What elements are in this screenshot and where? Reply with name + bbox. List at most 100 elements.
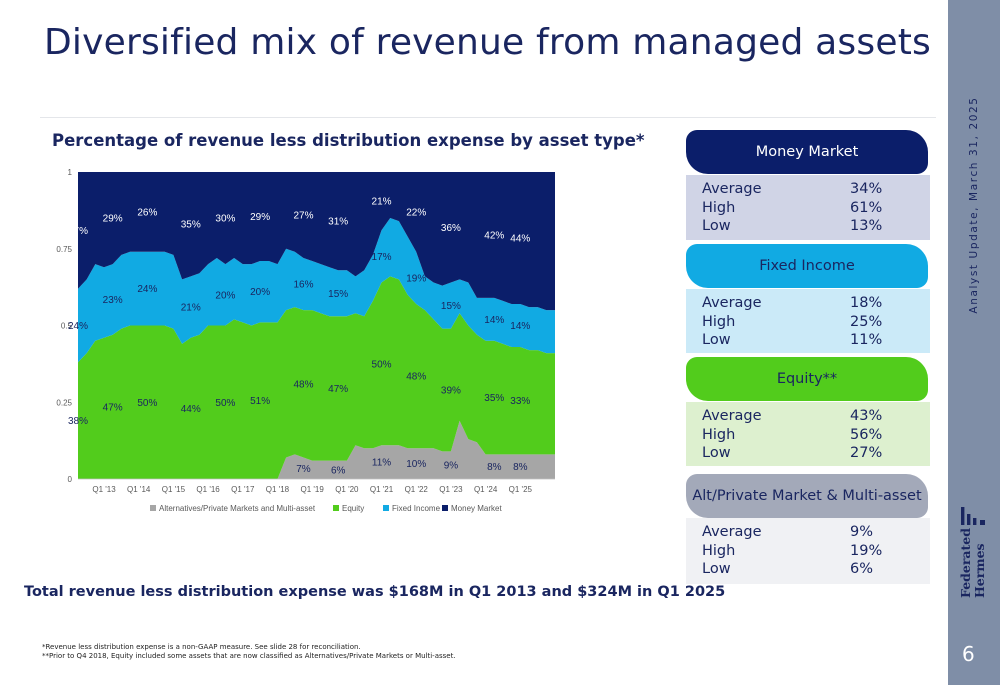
stat-box-fixed-income: Average 18% High 25% Low 11% [686, 289, 930, 353]
stat-row: Low 27% [702, 444, 930, 463]
data-label: 50% [215, 398, 235, 409]
data-label: 24% [68, 321, 88, 332]
x-tick-label: Q1 '18 [266, 485, 290, 494]
stat-value: 19% [850, 542, 883, 559]
stat-label: Low [702, 445, 731, 461]
data-label: 50% [137, 398, 157, 409]
stat-value: 9% [850, 524, 874, 540]
legend-label: Alternatives/Private Markets and Multi-a… [159, 504, 316, 513]
federated-hermes-logo: Federated Hermes [958, 507, 987, 598]
data-label: 37% [68, 226, 88, 237]
data-label: 20% [215, 290, 235, 301]
equity-area [78, 276, 555, 479]
stat-value: 27% [850, 445, 883, 461]
data-label: 8% [513, 462, 528, 473]
logo-text-hermes: Hermes [972, 543, 987, 598]
stat-value: 6% [850, 561, 874, 577]
data-label: 26% [137, 207, 157, 218]
data-label: 24% [137, 284, 157, 295]
data-label: 35% [484, 393, 504, 404]
x-tick-label: Q1 '17 [231, 485, 255, 494]
stat-label: Average [702, 524, 762, 540]
x-tick-label: Q1 '24 [474, 485, 498, 494]
data-label: 20% [250, 287, 270, 298]
data-label: 35% [181, 220, 201, 231]
x-tick-label: Q1 '21 [370, 485, 394, 494]
stat-label: Average [702, 181, 762, 197]
footnote-2: **Prior to Q4 2018, Equity included some… [42, 652, 456, 660]
y-tick-label: 1 [68, 168, 73, 177]
data-label: 6% [331, 465, 346, 476]
legend-label: Fixed Income [392, 504, 441, 513]
stat-tab-money-market: Money Market [686, 130, 928, 174]
footnotes: *Revenue less distribution expense is a … [42, 643, 456, 661]
stat-row: Average 43% [702, 407, 930, 426]
stat-value: 34% [850, 181, 883, 197]
stat-row: High 56% [702, 426, 930, 445]
x-tick-label: Q1 '22 [405, 485, 429, 494]
stat-tab-alternatives: Alt/Private Market & Multi-asset [686, 474, 928, 518]
data-label: 29% [103, 214, 123, 225]
y-tick-label: 0.5 [61, 322, 73, 331]
data-label: 48% [293, 379, 313, 390]
page-number: 6 [962, 642, 975, 666]
stat-label: Low [702, 218, 731, 234]
stat-row: Low 6% [702, 560, 930, 579]
side-caption: Analyst Update, March 31, 2025 [968, 96, 980, 314]
logo-text-federated: Federated [958, 528, 973, 598]
legend-label: Equity [342, 504, 364, 513]
x-tick-label: Q1 '23 [439, 485, 463, 494]
stat-row: High 61% [702, 199, 930, 218]
stat-value: 18% [850, 295, 883, 311]
stat-label: High [702, 199, 736, 216]
stat-value: 25% [850, 313, 883, 330]
legend-swatch [150, 505, 156, 511]
data-label: 27% [293, 210, 313, 221]
x-tick-label: Q1 '19 [300, 485, 324, 494]
stat-label: High [702, 313, 736, 330]
fixed-income-area [78, 218, 555, 363]
data-label: 44% [510, 234, 530, 245]
data-label: 16% [293, 280, 313, 291]
data-label: 23% [103, 295, 123, 306]
stat-row: Average 9% [702, 523, 930, 542]
stat-box-equity: Average 43% High 56% Low 27% [686, 402, 930, 466]
x-tick-label: Q1 '25 [509, 485, 533, 494]
stat-value: 61% [850, 199, 883, 216]
data-label: 31% [328, 217, 348, 228]
stat-label: High [702, 426, 736, 443]
stat-label: Average [702, 408, 762, 424]
page-title: Diversified mix of revenue from managed … [44, 22, 931, 63]
stat-row: Average 34% [702, 180, 930, 199]
y-tick-label: 0.75 [56, 245, 72, 254]
data-label: 8% [487, 462, 502, 473]
stat-value: 11% [850, 332, 883, 348]
stat-tab-fixed-income: Fixed Income [686, 244, 928, 288]
data-label: 42% [484, 230, 504, 241]
x-tick-label: Q1 '15 [162, 485, 186, 494]
x-tick-label: Q1 '20 [335, 485, 359, 494]
data-label: 15% [441, 301, 461, 312]
legend-swatch [442, 505, 448, 511]
data-label: 21% [372, 197, 392, 208]
stat-box-money-market: Average 34% High 61% Low 13% [686, 175, 930, 240]
data-label: 21% [181, 303, 201, 314]
data-label: 39% [441, 385, 461, 396]
stat-row: High 25% [702, 313, 930, 332]
footnote-1: *Revenue less distribution expense is a … [42, 643, 361, 651]
data-label: 22% [406, 207, 426, 218]
side-bar [948, 0, 1000, 685]
y-tick-label: 0 [68, 475, 73, 484]
stacked-area-chart: 0 0.25 0.5 0.75 1 Q1 '13 Q1 '14 Q1 '15 Q1 '16 Q1 … [56, 168, 555, 513]
stat-label: High [702, 542, 736, 559]
data-label: 38% [68, 416, 88, 427]
stat-row: Average 18% [702, 294, 930, 313]
data-label: 36% [441, 223, 461, 234]
data-label: 50% [372, 359, 392, 370]
y-tick-label: 0.25 [56, 398, 72, 407]
data-label: 47% [328, 384, 348, 395]
data-label: 17% [372, 252, 392, 263]
stat-label: Low [702, 332, 731, 348]
stat-label: Average [702, 295, 762, 311]
total-revenue-note: Total revenue less distribution expense … [24, 584, 726, 600]
